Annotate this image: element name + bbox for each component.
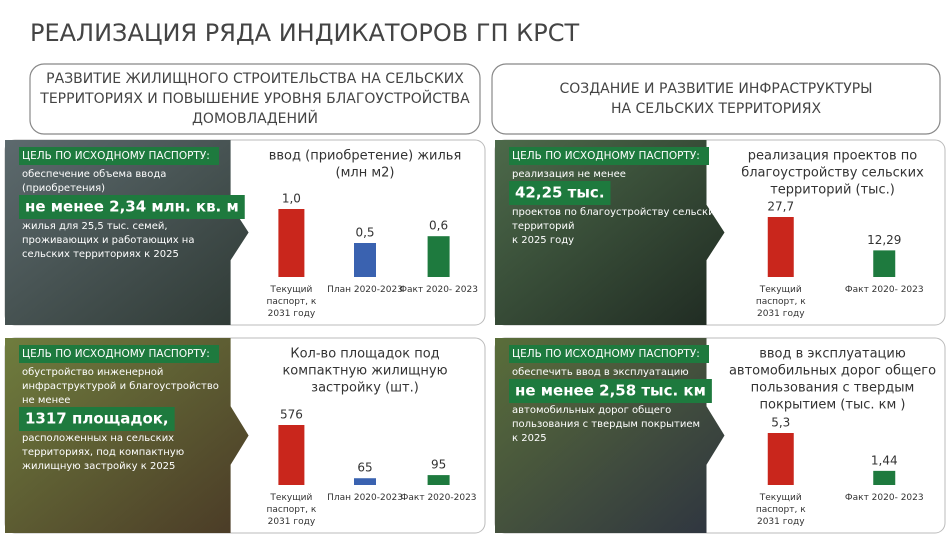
value-label: 65	[357, 461, 372, 475]
value-label: 0,5	[355, 226, 374, 240]
goal-highlight: не менее 2,34 млн. кв. м	[25, 198, 239, 216]
photo-area	[5, 140, 249, 325]
value-label: 5,3	[771, 416, 790, 430]
goal-text: сельских территориях к 2025	[22, 249, 179, 260]
section-header-box	[492, 64, 940, 134]
goal-highlight: не менее 2,58 тыс. км	[515, 382, 706, 400]
section-header: СОЗДАНИЕ И РАЗВИТИЕ ИНФРАСТРУКТУРЫ	[559, 81, 872, 97]
chart-title: благоустройству сельских	[741, 166, 924, 181]
bar	[428, 475, 450, 485]
photo-area	[495, 140, 725, 325]
chart-title: автомобильных дорог общего	[729, 364, 936, 379]
chart-title: территорий (тыс.)	[770, 183, 895, 198]
goal-text: (приобретения)	[22, 183, 105, 194]
section-header: НА СЕЛЬСКИХ ТЕРРИТОРИЯХ	[611, 101, 822, 117]
value-label: 95	[431, 458, 446, 472]
goal-text: реализация не менее	[512, 169, 626, 180]
value-label: 0,6	[429, 219, 448, 233]
goal-highlight: 1317 площадок,	[25, 410, 169, 428]
goal-text: жилищную застройку к 2025	[22, 461, 175, 472]
goal-text: к 2025	[512, 433, 547, 444]
bar	[873, 250, 895, 277]
goal-text: территориях, под компактную	[22, 447, 184, 458]
chart-title: Кол-во площадок под	[290, 347, 439, 362]
value-label: 1,0	[282, 192, 301, 206]
x-tick-label: Факт 2020- 2023	[845, 493, 924, 503]
goal-label: ЦЕЛЬ ПО ИСХОДНОМУ ПАСПОРТУ:	[512, 150, 700, 162]
goal-text: инфраструктурой и благоустройство	[22, 381, 219, 392]
x-tick-label: Факт 2020-2023	[401, 493, 477, 503]
bar	[768, 433, 794, 485]
goal-text: обеспечение объема ввода	[22, 169, 166, 180]
goal-label: ЦЕЛЬ ПО ИСХОДНОМУ ПАСПОРТУ:	[22, 348, 210, 360]
goal-text: проживающих и работающих на	[22, 235, 194, 246]
bar	[354, 478, 376, 485]
chart-title: пользования с твердым	[751, 381, 915, 396]
goal-text: пользования с твердым покрытием	[512, 419, 700, 430]
goal-text: проектов по благоустройству сельских	[512, 207, 721, 218]
chart-title: ввод в эксплуатацию	[759, 347, 906, 362]
goal-label: ЦЕЛЬ ПО ИСХОДНОМУ ПАСПОРТУ:	[512, 348, 700, 360]
x-tick-label: Факт 2020- 2023	[399, 285, 478, 295]
value-label: 1,44	[871, 453, 898, 467]
goal-text: автомобильных дорог общего	[512, 405, 671, 416]
page: РЕАЛИЗАЦИЯ РЯДА ИНДИКАТОРОВ ГП КРСТ РАЗВ…	[0, 0, 949, 539]
goal-label: ЦЕЛЬ ПО ИСХОДНОМУ ПАСПОРТУ:	[22, 150, 210, 162]
value-label: 576	[280, 408, 303, 422]
goal-text: обустройство инженерной	[22, 367, 163, 378]
bar	[428, 236, 450, 277]
bar	[873, 471, 895, 485]
chart-title: покрытием (тыс. км )	[760, 398, 906, 413]
goal-text: расположенных на сельских	[22, 433, 174, 444]
chart-title: компактную жилищную	[282, 364, 447, 379]
chart-title: ввод (приобретение) жилья	[269, 149, 462, 164]
goal-text: территорий	[512, 221, 574, 232]
goal-text: не менее	[22, 395, 70, 406]
slide-title: РЕАЛИЗАЦИЯ РЯДА ИНДИКАТОРОВ ГП КРСТ	[30, 19, 579, 47]
goal-text: обеспечить ввод в эксплуатацию	[512, 367, 689, 378]
value-label: 12,29	[867, 233, 901, 247]
section-header: ТЕРРИТОРИЯХ И ПОВЫШЕНИЕ УРОВНЯ БЛАГОУСТР…	[39, 89, 470, 107]
x-tick-label: План 2020-2023	[327, 493, 403, 503]
chart-title: (млн м2)	[336, 166, 395, 181]
section-header: РАЗВИТИЕ ЖИЛИЩНОГО СТРОИТЕЛЬСТВА НА СЕЛЬ…	[46, 71, 464, 87]
bar	[354, 243, 376, 277]
x-tick-label: План 2020-2023	[327, 285, 403, 295]
x-tick-label: Факт 2020- 2023	[845, 285, 924, 295]
bar	[768, 217, 794, 277]
value-label: 27,7	[767, 200, 794, 214]
goal-text: жилья для 25,5 тыс. семей,	[22, 221, 168, 232]
slide: РЕАЛИЗАЦИЯ РЯДА ИНДИКАТОРОВ ГП КРСТ РАЗВ…	[0, 0, 949, 539]
goal-text: к 2025 году	[512, 235, 574, 246]
goal-highlight: 42,25 тыс.	[515, 184, 605, 202]
chart-title: застройку (шт.)	[311, 381, 419, 396]
bar	[278, 209, 304, 277]
bar	[278, 425, 304, 485]
chart-title: реализация проектов по	[748, 149, 917, 164]
section-header: ДОМОВЛАДЕНИЙ	[192, 109, 318, 127]
